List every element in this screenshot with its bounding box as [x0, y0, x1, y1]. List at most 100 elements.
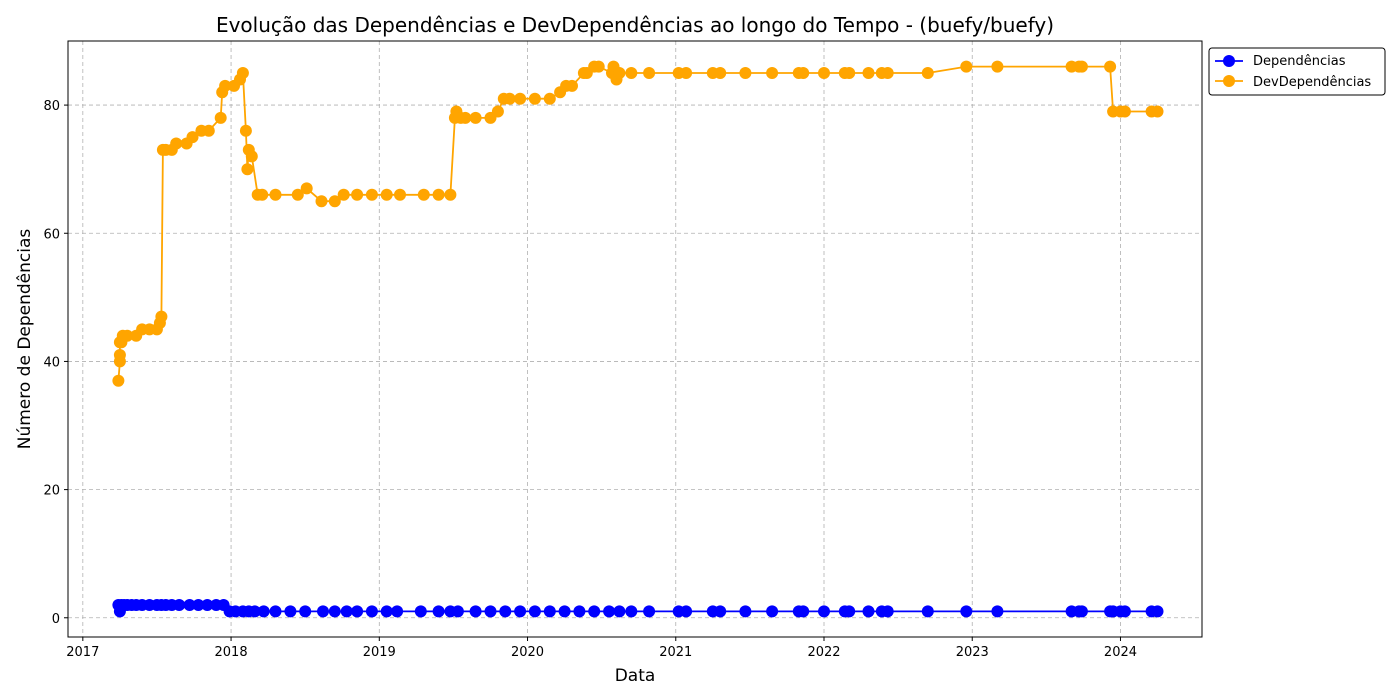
data-point-dependencias: [499, 605, 512, 618]
data-point-devdependencias: [797, 67, 810, 79]
data-point-devdependencias: [643, 67, 656, 79]
x-tick-label: 2018: [215, 645, 248, 660]
data-point-dependencias: [201, 599, 214, 611]
data-point-devdependencias: [766, 67, 779, 79]
x-axis-label: Data: [615, 666, 656, 686]
data-point-dependencias: [1118, 605, 1131, 618]
data-point-devdependencias: [112, 374, 125, 387]
legend-label-dependencias: Dependências: [1253, 54, 1346, 69]
y-tick-label: 20: [43, 484, 60, 499]
y-tick-label: 80: [43, 99, 60, 114]
data-point-devdependencias: [236, 67, 249, 79]
data-point-dependencias: [558, 605, 571, 618]
data-point-dependencias: [714, 605, 727, 618]
data-point-devdependencias: [170, 137, 183, 150]
data-point-devdependencias: [1104, 60, 1117, 73]
legend: Dependências DevDependências: [1208, 47, 1386, 96]
legend-marker-devdependencias: [1223, 75, 1235, 87]
data-point-devdependencias: [960, 60, 973, 73]
data-point-dependencias: [528, 605, 541, 618]
data-point-dependencias: [613, 605, 626, 618]
data-point-devdependencias: [1075, 60, 1088, 73]
data-point-devdependencias: [459, 111, 472, 124]
data-point-devdependencias: [862, 67, 875, 79]
data-point-devdependencias: [514, 92, 527, 105]
data-point-dependencias: [192, 599, 205, 611]
x-tick-label: 2017: [66, 645, 99, 660]
data-point-devdependencias: [202, 124, 215, 137]
data-point-dependencias: [351, 605, 364, 618]
data-point-devdependencias: [219, 79, 232, 92]
data-point-devdependencias: [256, 188, 269, 201]
data-point-dependencias: [365, 605, 378, 618]
data-point-devdependencias: [186, 131, 199, 144]
data-point-dependencias: [921, 605, 934, 618]
ticks: 2017 2018 2019 2020 2021 2022 2023 2024 0 20 40 60 8…: [43, 99, 1137, 660]
legend-label-devdependencias: DevDependências: [1253, 75, 1371, 90]
data-point-devdependencias: [592, 60, 605, 73]
data-point-dependencias: [881, 605, 894, 618]
data-point-devdependencias: [155, 310, 168, 323]
data-point-dependencias: [766, 605, 779, 618]
data-point-devdependencias: [291, 188, 304, 201]
data-point-devdependencias: [625, 67, 638, 79]
data-point-devdependencias: [680, 67, 693, 79]
data-point-dependencias: [991, 605, 1004, 618]
data-point-devdependencias: [328, 195, 341, 208]
data-point-dependencias: [588, 605, 601, 618]
data-point-devdependencias: [1118, 105, 1131, 118]
data-point-dependencias: [818, 605, 830, 618]
series-dependencias: [112, 599, 1164, 618]
data-point-devdependencias: [503, 92, 516, 105]
data-point-devdependencias: [380, 188, 393, 201]
x-tick-label: 2024: [1104, 645, 1137, 660]
series-line-devdependencias: [117, 65, 1158, 381]
data-point-devdependencias: [543, 92, 556, 105]
data-point-devdependencias: [245, 150, 258, 163]
x-tick-label: 2019: [363, 645, 396, 660]
data-point-dependencias: [514, 605, 527, 618]
data-point-dependencias: [380, 605, 393, 618]
data-point-devdependencias: [300, 182, 313, 195]
y-tick-label: 0: [52, 612, 60, 627]
data-point-dependencias: [625, 605, 638, 618]
data-point-dependencias: [797, 605, 810, 618]
data-point-devdependencias: [881, 67, 894, 79]
data-point-dependencias: [183, 599, 196, 611]
data-point-devdependencias: [337, 188, 350, 201]
data-point-dependencias: [248, 605, 261, 618]
data-point-devdependencias: [417, 188, 430, 201]
data-point-devdependencias: [113, 349, 126, 361]
data-point-devdependencias: [921, 67, 934, 79]
data-point-devdependencias: [241, 163, 254, 176]
data-point-devdependencias: [991, 60, 1004, 73]
data-point-dependencias: [573, 605, 586, 618]
data-point-devdependencias: [214, 111, 227, 124]
data-point-dependencias: [739, 605, 752, 618]
data-point-dependencias: [484, 605, 497, 618]
data-point-dependencias: [328, 605, 341, 618]
data-point-devdependencias: [365, 188, 378, 201]
data-point-devdependencias: [843, 67, 856, 79]
data-point-devdependencias: [269, 188, 282, 201]
data-point-dependencias: [269, 605, 282, 618]
y-axis-label: Número de Dependências: [15, 229, 35, 450]
data-point-dependencias: [391, 605, 404, 618]
y-tick-label: 40: [43, 355, 60, 370]
data-point-dependencias: [257, 605, 270, 618]
data-point-dependencias: [862, 605, 875, 618]
data-point-devdependencias: [491, 105, 504, 118]
data-point-dependencias: [643, 605, 656, 618]
data-point-devdependencias: [1151, 105, 1164, 118]
data-point-devdependencias: [613, 67, 626, 79]
data-point-dependencias: [414, 605, 427, 618]
data-point-dependencias: [284, 605, 297, 618]
y-tick-label: 60: [43, 227, 60, 242]
x-tick-label: 2021: [659, 645, 692, 660]
data-point-devdependencias: [528, 92, 541, 105]
data-point-devdependencias: [714, 67, 727, 79]
data-point-dependencias: [1151, 605, 1164, 618]
data-point-dependencias: [299, 605, 312, 618]
data-point-dependencias: [843, 605, 856, 618]
data-point-dependencias: [960, 605, 973, 618]
